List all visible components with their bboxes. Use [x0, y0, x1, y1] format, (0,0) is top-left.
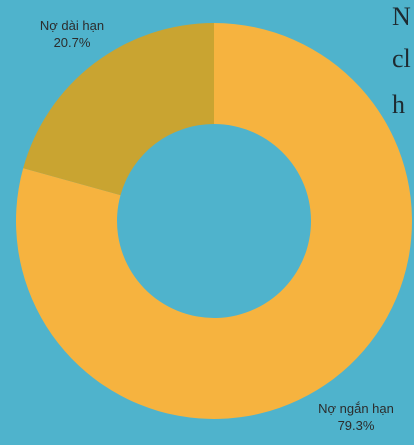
cropped-text-line-3: h [392, 90, 405, 119]
slice-2-name-label: Nợ dài hạn [40, 18, 104, 33]
cropped-text-line-2: cl [392, 44, 411, 73]
cropped-text-line-1: N [392, 2, 411, 31]
slice-1-value-label: 79.3% [338, 418, 375, 433]
slice-1 [15, 23, 413, 419]
slices-group [15, 23, 413, 419]
slice-2 [23, 23, 215, 196]
slice-2-value-label: 20.7% [54, 35, 91, 50]
slice-1-name-label: Nợ ngắn hạn [318, 401, 394, 416]
labels-group: Nợ ngắn hạn 79.3% Nợ dài hạn 20.7% [40, 18, 394, 433]
